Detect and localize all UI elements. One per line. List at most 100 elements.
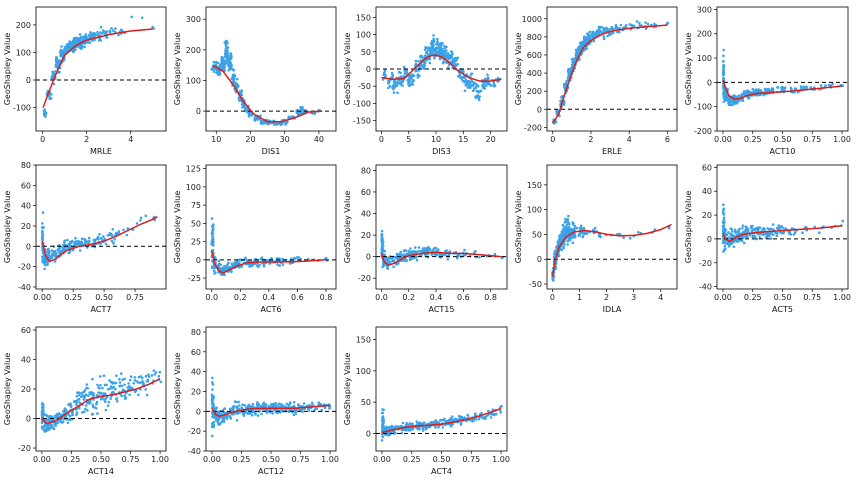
data-point: [251, 410, 255, 414]
data-point: [456, 256, 459, 260]
data-point: [722, 70, 725, 73]
data-point: [492, 81, 496, 85]
data-point: [77, 391, 81, 394]
data-point: [431, 49, 434, 53]
data-point: [96, 383, 99, 387]
data-point: [110, 234, 114, 237]
data-point: [386, 266, 389, 270]
data-point: [755, 90, 758, 93]
data-point: [225, 39, 228, 43]
data-point: [767, 87, 770, 91]
data-point: [434, 419, 438, 422]
data-point: [449, 425, 453, 428]
data-point: [62, 409, 65, 413]
data-point: [566, 231, 570, 235]
data-point: [741, 227, 744, 230]
data-point: [254, 412, 257, 415]
data-point: [746, 89, 749, 92]
data-point: [260, 120, 264, 123]
data-point: [140, 16, 144, 20]
data-point: [666, 21, 670, 25]
data-point: [80, 44, 84, 48]
data-point: [292, 413, 296, 417]
data-point: [399, 250, 403, 254]
data-point: [75, 411, 79, 414]
data-point: [722, 65, 725, 69]
data-point: [401, 84, 404, 87]
data-point: [420, 254, 423, 257]
data-point: [381, 422, 385, 425]
data-point: [123, 394, 126, 397]
plot-frame: [546, 6, 678, 132]
data-point: [405, 422, 409, 425]
data-point: [801, 231, 804, 234]
data-point: [819, 84, 823, 87]
data-point: [387, 81, 390, 84]
data-point: [463, 89, 467, 93]
data-point: [606, 34, 609, 38]
data-point: [55, 56, 58, 59]
data-point: [118, 378, 121, 381]
data-point: [792, 233, 796, 236]
data-point: [395, 84, 399, 87]
data-point: [409, 428, 412, 432]
data-point: [735, 101, 738, 105]
data-point: [729, 232, 733, 236]
data-point: [409, 75, 412, 79]
y-tick-label: 800: [527, 33, 542, 42]
y-tick-label: 0: [26, 242, 31, 251]
data-point: [476, 94, 479, 97]
data-point: [220, 273, 223, 277]
data-point: [83, 45, 86, 49]
data-point: [566, 243, 569, 246]
data-point: [57, 247, 60, 251]
data-point: [218, 262, 221, 266]
data-point: [75, 401, 78, 404]
y-tick-label: 60: [191, 348, 201, 357]
data-point: [102, 398, 106, 401]
data-point: [83, 37, 87, 41]
data-point: [43, 108, 46, 111]
data-point: [392, 91, 396, 94]
data-point: [80, 391, 83, 395]
data-point: [84, 33, 88, 36]
data-point: [434, 426, 437, 429]
scatter-points: [40, 369, 163, 433]
data-point: [59, 420, 62, 423]
data-point: [68, 414, 72, 418]
data-point: [432, 34, 435, 37]
data-point: [73, 399, 77, 403]
data-point: [41, 427, 44, 430]
data-point: [125, 233, 129, 237]
data-point: [147, 373, 150, 377]
data-point: [63, 50, 67, 53]
fit-curve: [41, 378, 161, 424]
data-point: [398, 253, 401, 256]
data-point: [441, 61, 445, 65]
y-tick-label: 600: [527, 51, 542, 60]
y-axis-label: GeoShapley Value: [173, 353, 182, 426]
data-point: [99, 39, 103, 42]
x-tick-label: 0.50: [774, 293, 792, 302]
data-point: [299, 108, 303, 111]
data-point: [240, 406, 243, 410]
data-point: [128, 385, 132, 389]
data-point: [722, 87, 726, 91]
y-tick-label: -100: [13, 104, 31, 113]
data-point: [251, 263, 255, 267]
data-point: [69, 402, 72, 405]
data-point: [391, 86, 394, 89]
x-tick-label: 0.8: [320, 293, 333, 302]
data-point: [742, 241, 746, 245]
data-point: [382, 408, 385, 412]
data-point: [130, 375, 133, 378]
data-point: [102, 31, 106, 34]
data-point: [120, 384, 124, 388]
data-point: [381, 435, 385, 439]
data-point: [262, 401, 266, 405]
data-point: [211, 376, 214, 380]
data-point: [567, 214, 570, 218]
data-point: [240, 265, 243, 268]
panel-dis3: 0 5 10 15 20-150-100-50050100150DIS3GeoShapl…: [343, 6, 508, 156]
